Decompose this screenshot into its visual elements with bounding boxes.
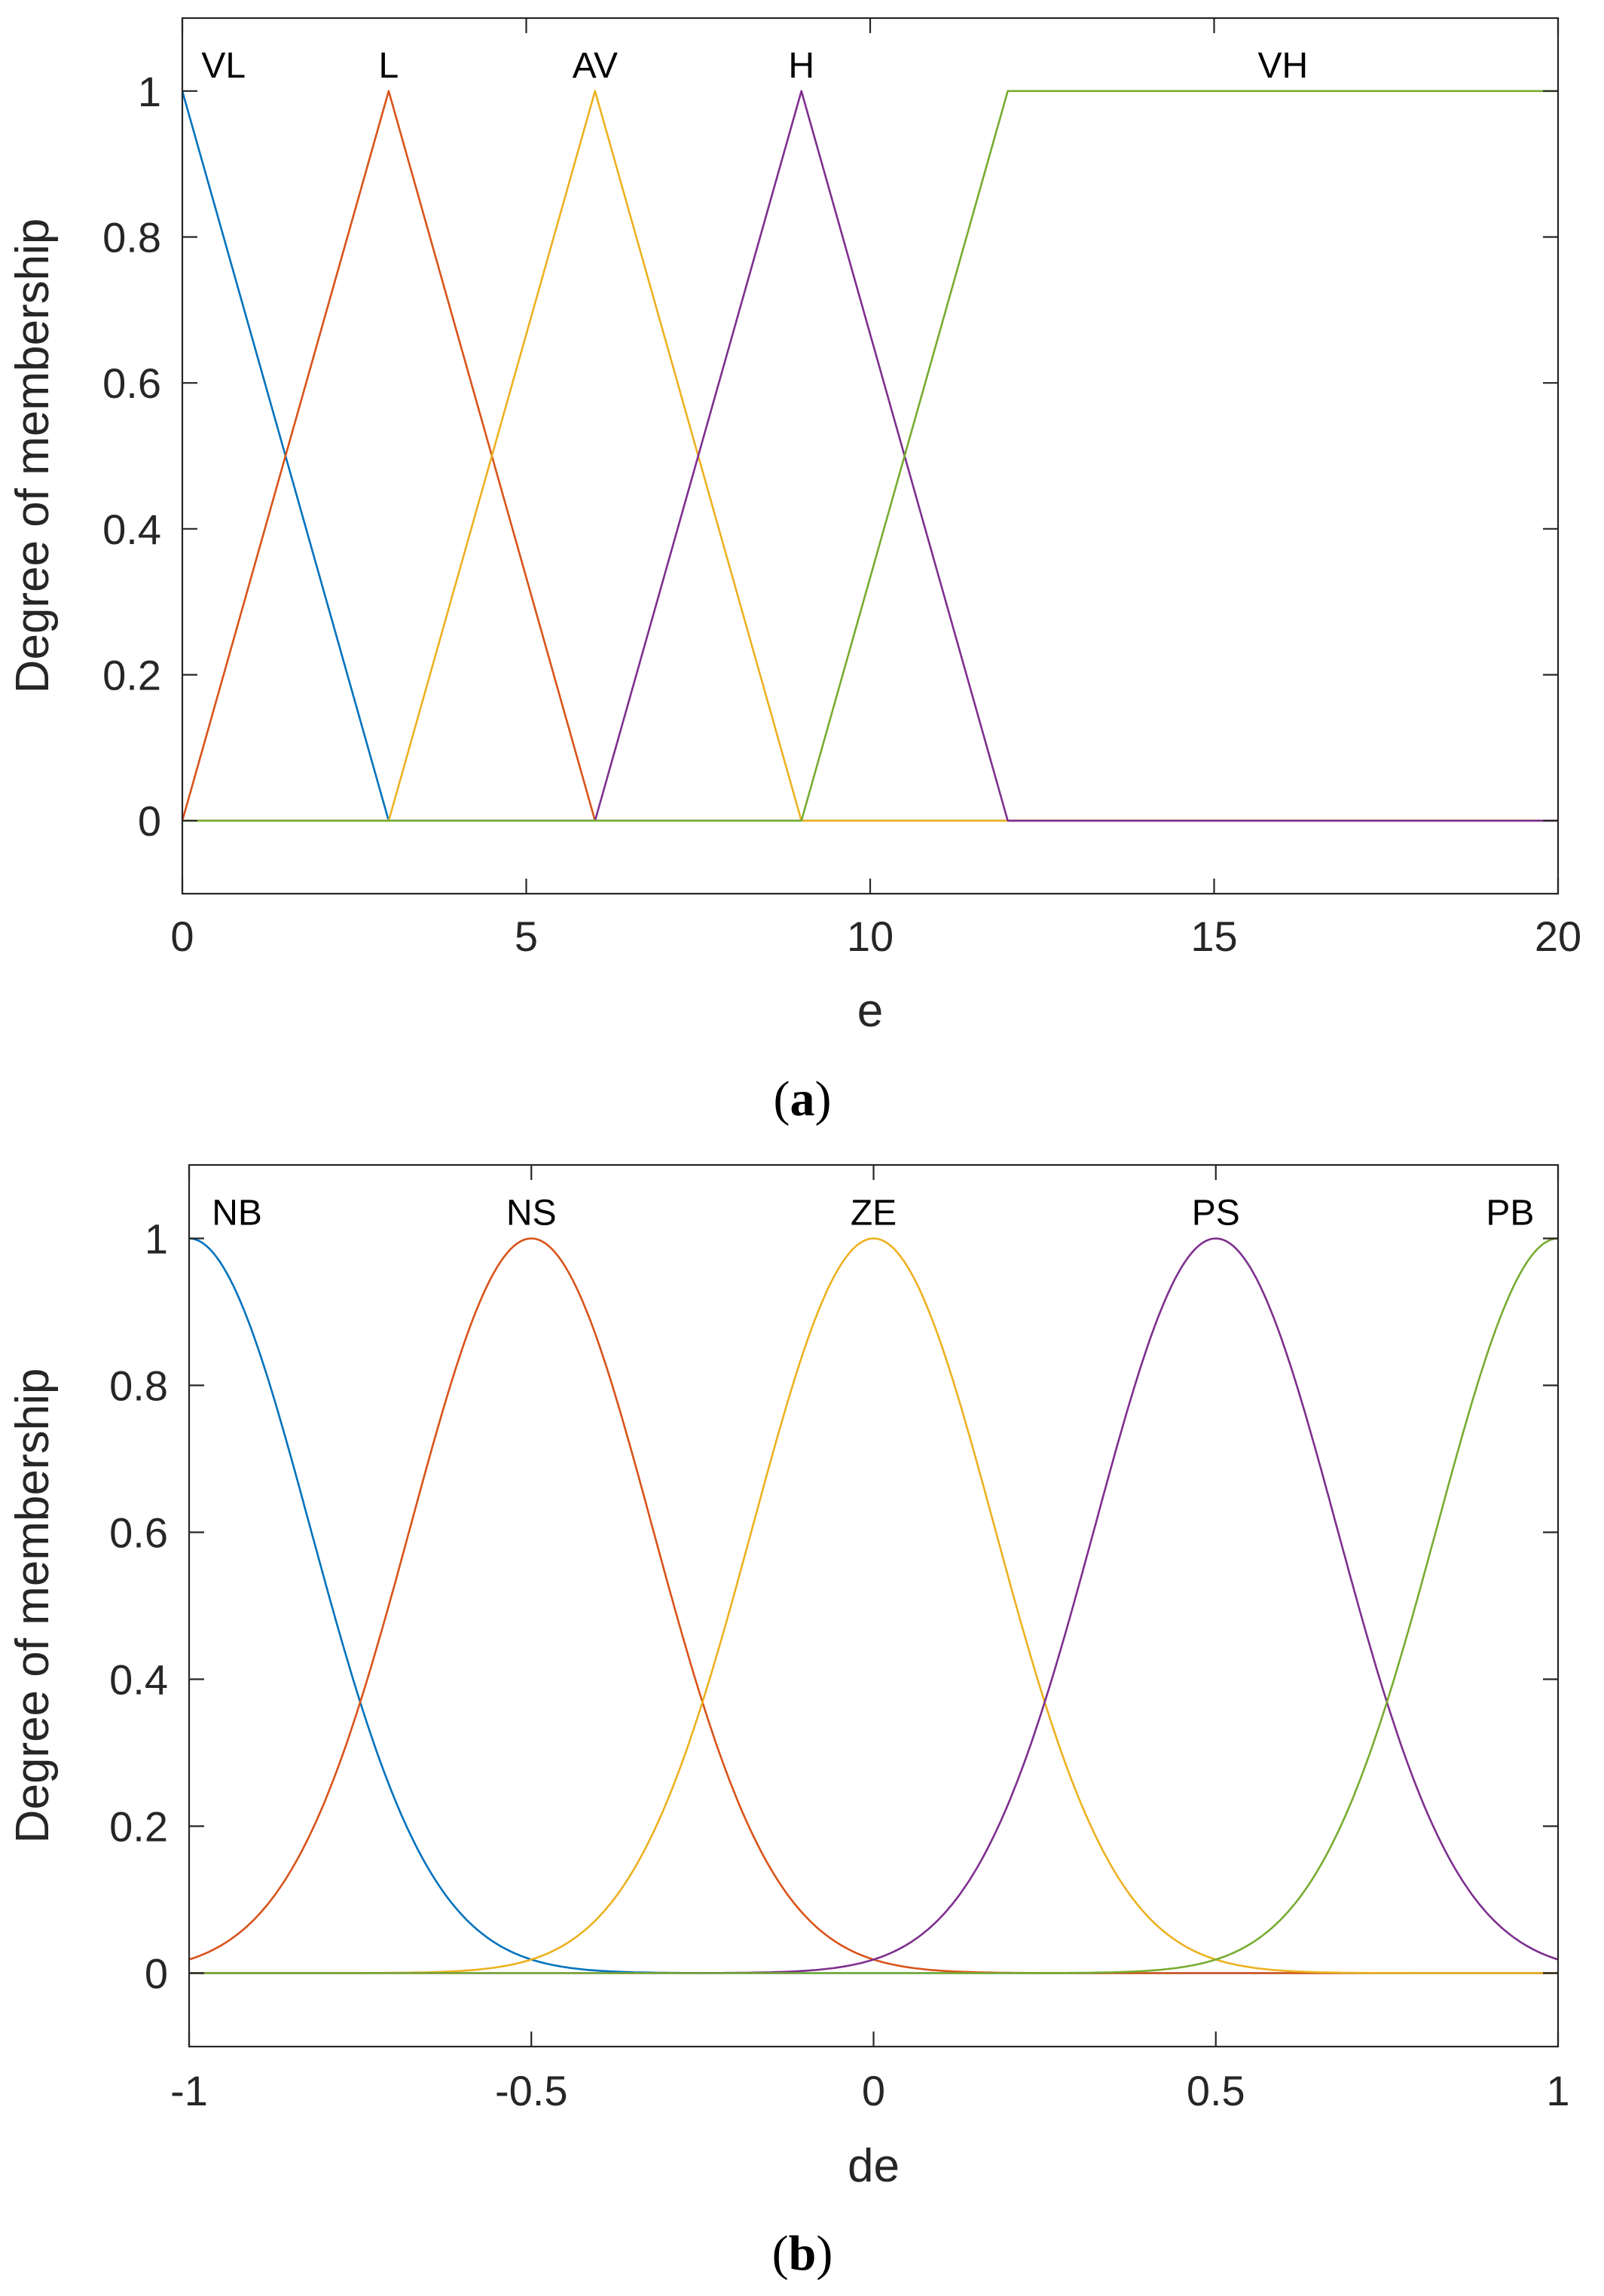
x-tick-label: 5 xyxy=(515,913,538,960)
series-line-ze xyxy=(189,1237,1558,1974)
series-line-vh xyxy=(182,90,1558,822)
panel-caption: (a) xyxy=(774,1072,832,1127)
series-line-ns xyxy=(188,1237,1558,1974)
mf-label-h: H xyxy=(788,46,814,86)
series-group xyxy=(181,90,1558,822)
y-axis-label: Degree of membership xyxy=(7,219,59,694)
chart-panel-b: -1 -0.5 0 0.5 1 0 0.2 0.4 0.6 0.8 1 de Degree of mem… xyxy=(7,1163,1570,2281)
x-tick-label: 10 xyxy=(847,913,894,960)
mf-label-ns: NS xyxy=(506,1194,557,1234)
panel-caption: (b) xyxy=(772,2226,833,2281)
mf-label-nb: NB xyxy=(212,1194,262,1234)
series-group xyxy=(188,1237,1559,1974)
y-tick-label: 1 xyxy=(145,1215,168,1263)
series-line-av xyxy=(182,90,1558,822)
y-tick-label: 0 xyxy=(145,1950,168,1998)
panel-caption-letter: a xyxy=(790,1072,815,1127)
series-line-l xyxy=(181,90,1558,822)
y-tick-label: 0.4 xyxy=(102,506,161,553)
mf-label-ps: PS xyxy=(1192,1194,1240,1234)
y-tick-label: 0 xyxy=(138,797,161,845)
x-axis-label: de xyxy=(848,2140,900,2192)
series-line-ps xyxy=(189,1237,1559,1974)
series-line-vl xyxy=(181,90,1558,822)
series-line-h xyxy=(182,90,1558,822)
mf-label-pb: PB xyxy=(1486,1194,1534,1234)
series-line-pb xyxy=(189,1237,1559,1974)
x-tick-label: 1 xyxy=(1546,2067,1569,2114)
mf-label-vh: VH xyxy=(1257,46,1308,86)
mf-label-l: L xyxy=(379,46,399,86)
x-tick-label: 0 xyxy=(170,913,194,960)
x-axis-label: e xyxy=(857,985,883,1037)
series-line-nb xyxy=(188,1237,1558,1974)
y-tick-label: 0.8 xyxy=(109,1362,168,1410)
y-tick-label: 0.2 xyxy=(109,1803,168,1851)
y-tick-label: 0.8 xyxy=(102,214,161,261)
panel-caption-letter: b xyxy=(789,2226,817,2281)
x-tick-label: -1 xyxy=(170,2067,208,2114)
y-tick-label: 0.4 xyxy=(109,1656,168,1704)
y-tick-label: 0.2 xyxy=(102,652,161,699)
plot-frame xyxy=(188,1163,1560,2048)
x-tick-label: 0.5 xyxy=(1187,2067,1245,2114)
y-axis-label: Degree of membership xyxy=(7,1368,59,1844)
mf-label-av: AV xyxy=(573,46,618,86)
y-tick-label: 1 xyxy=(138,68,161,115)
x-tick-label: -0.5 xyxy=(495,2067,568,2114)
x-tick-label: 20 xyxy=(1535,913,1581,960)
x-tick-label: 0 xyxy=(862,2067,885,2114)
mf-label-ze: ZE xyxy=(851,1194,897,1234)
y-tick-label: 0.6 xyxy=(102,359,161,407)
x-tick-label: 15 xyxy=(1190,913,1237,960)
mf-label-vl: VL xyxy=(201,46,246,86)
plot-frame xyxy=(181,17,1560,895)
chart-panel-a: 0 5 10 15 20 0 0.2 0.4 0.6 0.8 1 e Degree of members… xyxy=(7,17,1581,1127)
y-tick-label: 0.6 xyxy=(109,1509,168,1557)
